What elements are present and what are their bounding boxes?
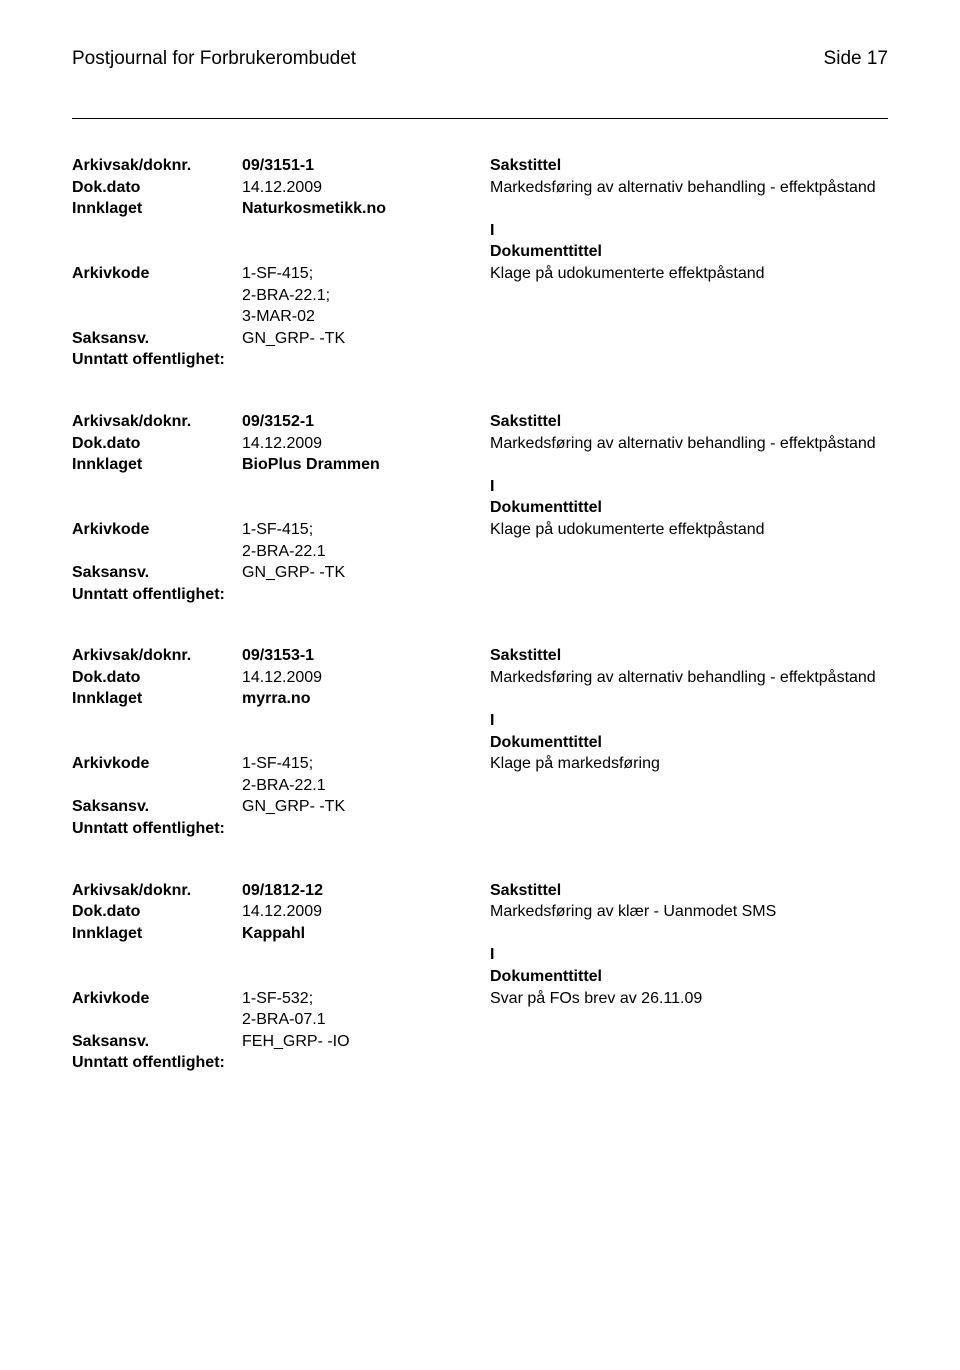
innklaget-value: BioPlus Drammen <box>242 454 490 476</box>
sakstittel-text: Markedsføring av alternativ behandling -… <box>490 667 888 689</box>
arkivsak-value: 09/1812-12 <box>242 880 490 902</box>
header-right: Side 17 <box>824 48 888 70</box>
saksansv-value: GN_GRP- -TK <box>242 796 490 818</box>
dokdato-value: 14.12.2009 <box>242 433 490 455</box>
doc-type: I <box>490 220 888 242</box>
dokumenttittel-label: Dokumenttittel <box>490 732 888 754</box>
arkivsak-value: 09/3153-1 <box>242 645 490 667</box>
unntatt-label: Unntatt offentlighet: <box>72 349 225 371</box>
dokdato-label: Dok.dato <box>72 667 242 689</box>
record: Arkivsak/doknr.09/3153-1Sakstittel Dok.da… <box>72 645 888 839</box>
sakstittel-text: Markedsføring av alternativ behandling -… <box>490 433 888 455</box>
doc-type: I <box>490 476 888 498</box>
dokumenttittel-label: Dokumenttittel <box>490 497 888 519</box>
saksansv-label: Saksansv. <box>72 562 242 584</box>
saksansv-value: FEH_GRP- -IO <box>242 1031 490 1053</box>
arkivkode-label: Arkivkode <box>72 263 242 285</box>
arkivkode-value: 1-SF-415; 2-BRA-22.1; 3-MAR-02 <box>242 263 490 328</box>
dokumenttittel-text: Svar på FOs brev av 26.11.09 <box>490 988 888 1010</box>
arkivsak-value: 09/3151-1 <box>242 155 490 177</box>
dokdato-value: 14.12.2009 <box>242 177 490 199</box>
innklaget-label: Innklaget <box>72 688 242 710</box>
dokdato-value: 14.12.2009 <box>242 667 490 689</box>
saksansv-value: GN_GRP- -TK <box>242 562 490 584</box>
dokdato-label: Dok.dato <box>72 433 242 455</box>
sakstittel-text: Markedsføring av klær - Uanmodet SMS <box>490 901 888 923</box>
doc-type: I <box>490 710 888 732</box>
arkivsak-label: Arkivsak/doknr. <box>72 645 242 667</box>
unntatt-label: Unntatt offentlighet: <box>72 1052 225 1074</box>
sakstittel-text: Markedsføring av alternativ behandling -… <box>490 177 888 199</box>
saksansv-label: Saksansv. <box>72 1031 242 1053</box>
arkivsak-value: 09/3152-1 <box>242 411 490 433</box>
dokdato-label: Dok.dato <box>72 177 242 199</box>
saksansv-label: Saksansv. <box>72 328 242 350</box>
innklaget-label: Innklaget <box>72 198 242 220</box>
doc-type: I <box>490 944 888 966</box>
innklaget-value: Naturkosmetikk.no <box>242 198 490 220</box>
sakstittel-label: Sakstittel <box>490 645 888 667</box>
dokumenttittel-label: Dokumenttittel <box>490 966 888 988</box>
innklaget-label: Innklaget <box>72 923 242 945</box>
arkivkode-value: 1-SF-415; 2-BRA-22.1 <box>242 519 490 562</box>
arkivkode-value: 1-SF-415; 2-BRA-22.1 <box>242 753 490 796</box>
arkivkode-label: Arkivkode <box>72 753 242 775</box>
header-left: Postjournal for Forbrukerombudet <box>72 48 356 70</box>
page-header: Postjournal for Forbrukerombudet Side 17 <box>72 48 888 70</box>
saksansv-value: GN_GRP- -TK <box>242 328 490 350</box>
unntatt-label: Unntatt offentlighet: <box>72 818 225 840</box>
arkivkode-label: Arkivkode <box>72 519 242 541</box>
record: Arkivsak/doknr.09/3151-1Sakstittel Dok.da… <box>72 155 888 371</box>
dokumenttittel-text: Klage på udokumenterte effektpåstand <box>490 263 888 285</box>
arkivsak-label: Arkivsak/doknr. <box>72 411 242 433</box>
dokumenttittel-text: Klage på markedsføring <box>490 753 888 775</box>
arkivsak-label: Arkivsak/doknr. <box>72 880 242 902</box>
header-divider <box>72 118 888 119</box>
innklaget-label: Innklaget <box>72 454 242 476</box>
record: Arkivsak/doknr.09/1812-12Sakstittel Dok.d… <box>72 880 888 1074</box>
dokumenttittel-text: Klage på udokumenterte effektpåstand <box>490 519 888 541</box>
arkivkode-label: Arkivkode <box>72 988 242 1010</box>
sakstittel-label: Sakstittel <box>490 155 888 177</box>
dokdato-label: Dok.dato <box>72 901 242 923</box>
arkivsak-label: Arkivsak/doknr. <box>72 155 242 177</box>
innklaget-value: Kappahl <box>242 923 490 945</box>
sakstittel-label: Sakstittel <box>490 880 888 902</box>
unntatt-label: Unntatt offentlighet: <box>72 584 225 606</box>
innklaget-value: myrra.no <box>242 688 490 710</box>
dokumenttittel-label: Dokumenttittel <box>490 241 888 263</box>
record: Arkivsak/doknr.09/3152-1Sakstittel Dok.da… <box>72 411 888 605</box>
saksansv-label: Saksansv. <box>72 796 242 818</box>
arkivkode-value: 1-SF-532; 2-BRA-07.1 <box>242 988 490 1031</box>
dokdato-value: 14.12.2009 <box>242 901 490 923</box>
sakstittel-label: Sakstittel <box>490 411 888 433</box>
